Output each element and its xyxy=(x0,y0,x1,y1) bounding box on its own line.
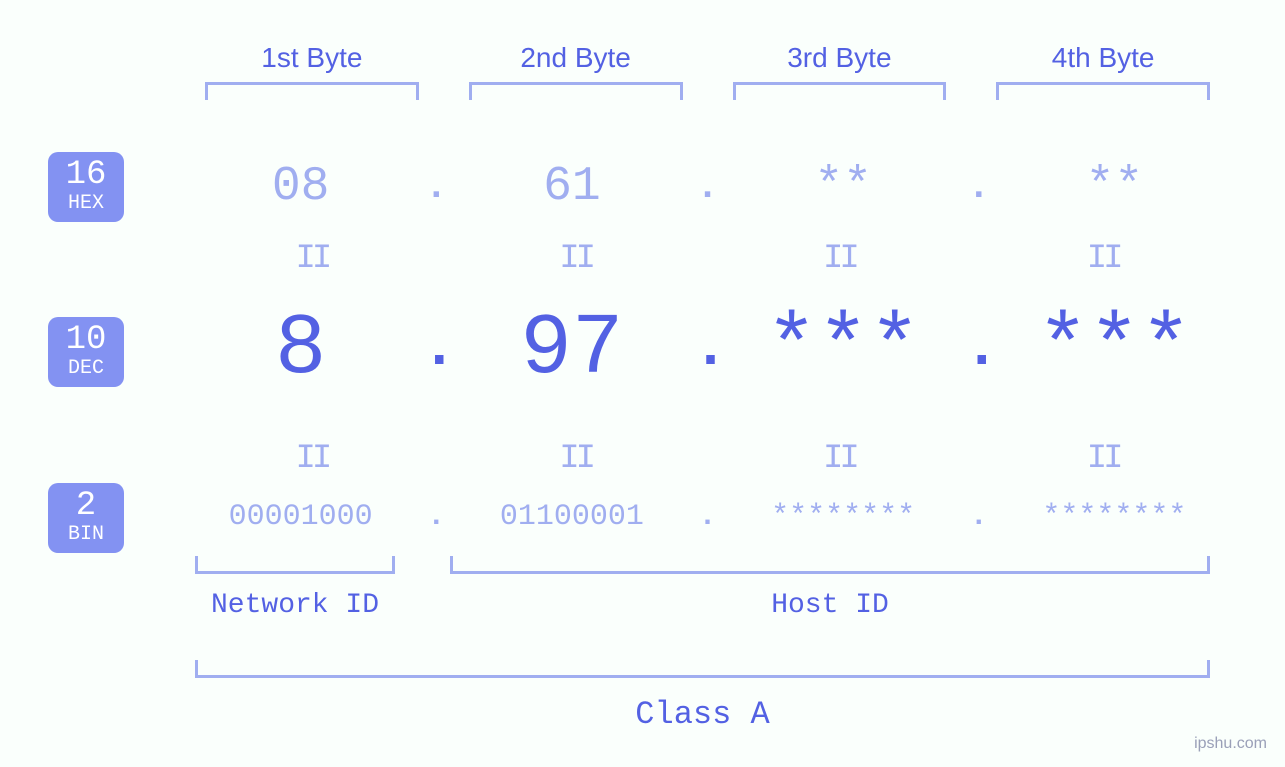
hex-byte-4: ** xyxy=(994,160,1235,214)
byte-header-3: 3rd Byte xyxy=(708,42,972,74)
base-label-dec: DEC xyxy=(48,359,124,379)
hex-row: 08.61.**.** xyxy=(180,160,1235,214)
dec-dot-1: . xyxy=(421,315,451,383)
host-id-bracket xyxy=(450,556,1210,574)
hex-byte-1: 08 xyxy=(180,160,421,214)
dec-dot-2: . xyxy=(693,315,723,383)
bin-byte-4: ******** xyxy=(994,500,1235,534)
network-id-bracket xyxy=(195,556,395,574)
hex-dot-1: . xyxy=(421,166,451,209)
hex-byte-3: ** xyxy=(723,160,964,214)
base-badge-hex: 16HEX xyxy=(48,152,124,222)
base-label-hex: HEX xyxy=(48,194,124,214)
byte-bracket-top-2 xyxy=(469,82,683,100)
byte-bracket-top-4 xyxy=(996,82,1210,100)
equals-row-1-3: II xyxy=(708,240,972,278)
equals-row-1: IIIIIIII xyxy=(180,240,1235,278)
dec-dot-3: . xyxy=(964,315,994,383)
bin-byte-1: 00001000 xyxy=(180,500,421,534)
host-id-label: Host ID xyxy=(450,590,1210,621)
dec-byte-3: *** xyxy=(723,300,964,398)
hex-dot-2: . xyxy=(693,166,723,209)
equals-row-2-3: II xyxy=(708,440,972,478)
equals-row-2-2: II xyxy=(444,440,708,478)
dec-row: 8.97.***.*** xyxy=(180,300,1235,398)
bin-row: 00001000.01100001.********.******** xyxy=(180,500,1235,534)
base-num-bin: 2 xyxy=(48,489,124,523)
dec-byte-1: 8 xyxy=(180,300,421,398)
byte-bracket-top-3 xyxy=(733,82,947,100)
dec-byte-4: *** xyxy=(994,300,1235,398)
base-num-dec: 10 xyxy=(48,323,124,357)
bin-byte-3: ******** xyxy=(723,500,964,534)
base-num-hex: 16 xyxy=(48,158,124,192)
equals-row-2-4: II xyxy=(971,440,1235,478)
equals-row-1-1: II xyxy=(180,240,444,278)
equals-row-1-4: II xyxy=(971,240,1235,278)
equals-row-1-2: II xyxy=(444,240,708,278)
equals-row-2-1: II xyxy=(180,440,444,478)
bin-dot-2: . xyxy=(693,500,723,534)
bin-dot-3: . xyxy=(964,500,994,534)
base-badge-dec: 10DEC xyxy=(48,317,124,387)
hex-byte-2: 61 xyxy=(451,160,692,214)
byte-header-4: 4th Byte xyxy=(971,42,1235,74)
hex-dot-3: . xyxy=(964,166,994,209)
byte-header-1: 1st Byte xyxy=(180,42,444,74)
byte-header-2: 2nd Byte xyxy=(444,42,708,74)
base-badge-bin: 2BIN xyxy=(48,483,124,553)
watermark: ipshu.com xyxy=(1194,735,1267,753)
class-label: Class A xyxy=(195,696,1210,733)
network-id-label: Network ID xyxy=(195,590,395,621)
bin-byte-2: 01100001 xyxy=(451,500,692,534)
base-label-bin: BIN xyxy=(48,525,124,545)
equals-row-2: IIIIIIII xyxy=(180,440,1235,478)
dec-byte-2: 97 xyxy=(451,300,692,398)
byte-bracket-top-1 xyxy=(205,82,419,100)
class-bracket xyxy=(195,660,1210,678)
bin-dot-1: . xyxy=(421,500,451,534)
